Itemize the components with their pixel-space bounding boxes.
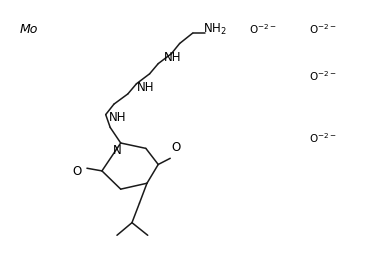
Text: O$^{-2-}$: O$^{-2-}$ <box>309 131 337 145</box>
Text: O$^{-2-}$: O$^{-2-}$ <box>309 23 337 37</box>
Text: O$^{-2-}$: O$^{-2-}$ <box>249 23 277 37</box>
Text: O$^{-2-}$: O$^{-2-}$ <box>309 70 337 83</box>
Text: Mo: Mo <box>19 23 38 36</box>
Text: NH: NH <box>137 81 155 94</box>
Text: O: O <box>73 165 82 178</box>
Text: O: O <box>171 141 181 154</box>
Text: NH$_2$: NH$_2$ <box>203 22 227 37</box>
Text: N: N <box>113 144 122 157</box>
Text: NH: NH <box>109 111 127 124</box>
Text: NH: NH <box>164 51 181 64</box>
